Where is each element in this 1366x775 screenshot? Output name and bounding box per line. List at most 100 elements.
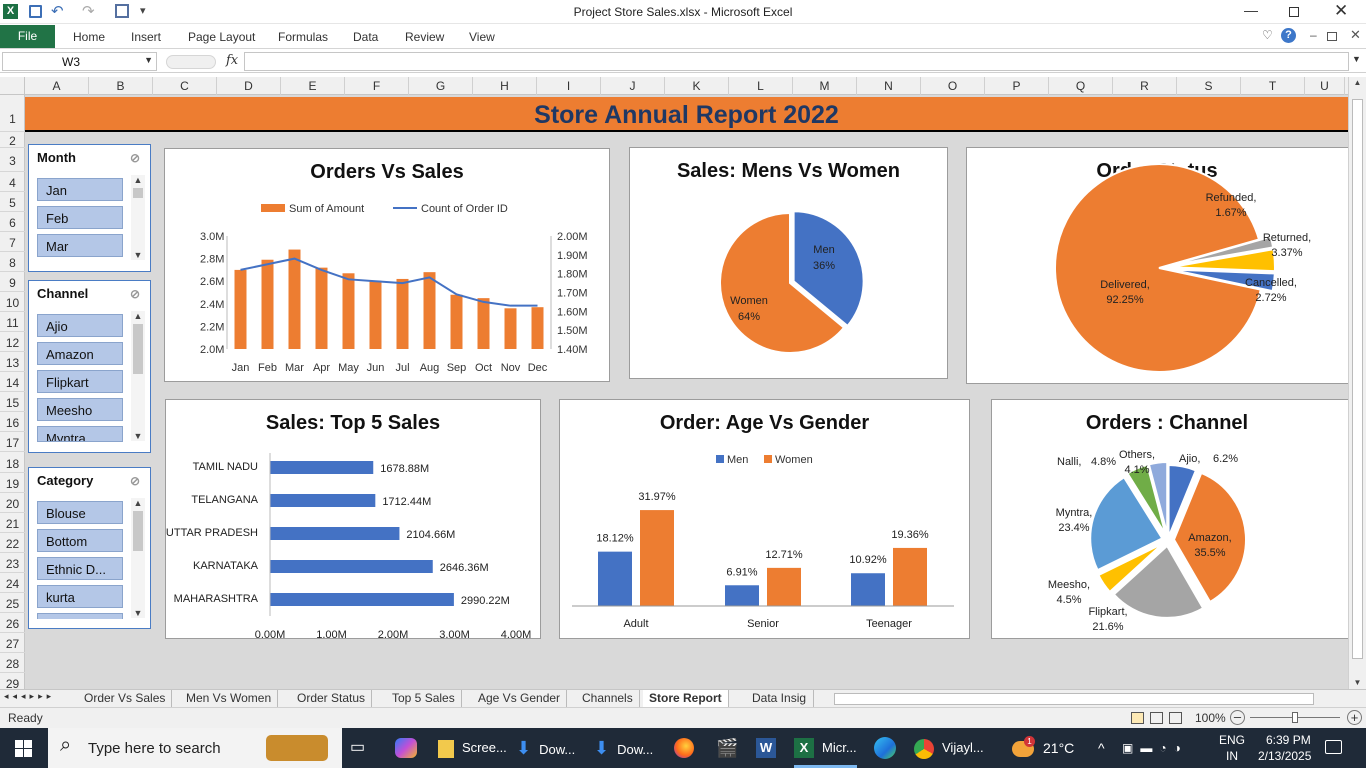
zoom-in-icon[interactable]: + — [1347, 710, 1362, 725]
formula-input[interactable] — [244, 52, 1349, 71]
taskbar-app-chrome[interactable]: Vijayl... — [914, 728, 984, 768]
clear-filter-icon[interactable]: ⊘ — [130, 281, 140, 307]
task-view-icon[interactable]: ▭ — [350, 728, 365, 768]
column-header[interactable]: Q — [1049, 77, 1113, 95]
tray-icons[interactable]: ▣▬◔◑ — [1122, 728, 1188, 768]
age-vs-gender-chart[interactable]: Order: Age Vs Gender Men Women 18.12% 31.… — [559, 399, 970, 639]
select-all-corner[interactable] — [0, 77, 25, 95]
language-in[interactable]: IN — [1226, 749, 1238, 763]
ribbon-collapse-icon[interactable]: ♡ — [1262, 28, 1273, 42]
column-header[interactable]: N — [857, 77, 921, 95]
slicer-item-partial[interactable] — [37, 613, 123, 619]
taskbar-app-downloads-1[interactable]: ⬇ Dow... — [516, 728, 575, 768]
zoom-level[interactable]: 100% — [1195, 711, 1226, 725]
zoom-slider-thumb[interactable] — [1292, 712, 1298, 723]
chevron-down-icon[interactable]: ▼ — [144, 55, 153, 65]
row-header[interactable]: 26 — [0, 613, 25, 633]
taskbar-app-screenshots[interactable]: Scree... — [438, 728, 507, 768]
column-header[interactable]: T — [1241, 77, 1305, 95]
row-header[interactable]: 18 — [0, 452, 25, 473]
top-5-sales-chart[interactable]: Sales: Top 5 Sales TAMIL NADU 1678.88M TEL… — [165, 399, 541, 639]
file-tab[interactable]: File — [0, 25, 55, 48]
workbook-minimize-icon[interactable]: – — [1310, 28, 1317, 42]
column-header[interactable]: P — [985, 77, 1049, 95]
slicer-item-amazon[interactable]: Amazon — [37, 342, 123, 365]
row-header[interactable]: 5 — [0, 192, 25, 212]
row-header[interactable]: 17 — [0, 432, 25, 452]
column-header[interactable]: S — [1177, 77, 1241, 95]
column-header[interactable]: D — [217, 77, 281, 95]
column-header[interactable]: R — [1113, 77, 1177, 95]
column-header[interactable]: J — [601, 77, 665, 95]
slicer-item-flipkart[interactable]: Flipkart — [37, 370, 123, 393]
sheet-tab[interactable]: Top 5 Sales — [386, 690, 462, 707]
row-header[interactable]: 11 — [0, 312, 25, 332]
row-header[interactable]: 16 — [0, 412, 25, 432]
row-header[interactable]: 21 — [0, 513, 25, 533]
clear-filter-icon[interactable]: ⊘ — [130, 145, 140, 171]
row-header[interactable]: 19 — [0, 473, 25, 493]
slicer-item-myntra[interactable]: Myntra — [37, 426, 123, 442]
tab-view[interactable]: View — [469, 30, 495, 44]
word-icon[interactable]: W — [756, 728, 776, 768]
vertical-scrollbar[interactable]: ▲ ▼ — [1348, 77, 1366, 689]
channel-slicer-scrollbar[interactable]: ▲ ▼ — [131, 311, 145, 441]
help-icon[interactable]: ? — [1281, 28, 1296, 43]
order-status-chart[interactable]: Order Status Delivered,92.25%Refunded,1.… — [966, 147, 1348, 384]
restore-icon[interactable] — [1289, 7, 1299, 17]
column-header[interactable]: I — [537, 77, 601, 95]
normal-view-icon[interactable] — [1131, 712, 1144, 724]
taskbar-app-downloads-2[interactable]: ⬇ Dow... — [594, 728, 653, 768]
sheet-tab[interactable]: Data Insig — [746, 690, 814, 707]
copilot-icon[interactable] — [395, 728, 417, 768]
row-header[interactable]: 7 — [0, 232, 25, 252]
clapper-icon[interactable]: 🎬 — [716, 728, 738, 768]
category-slicer-scrollbar[interactable]: ▲ ▼ — [131, 498, 145, 618]
minimize-icon[interactable]: — — [1244, 2, 1258, 18]
expand-formula-icon[interactable]: ▼ — [1352, 54, 1361, 64]
taskbar-search[interactable]: ⌕ Type here to search — [48, 728, 342, 768]
slicer-item-kurta[interactable]: kurta — [37, 585, 123, 608]
slicer-item-jan[interactable]: Jan — [37, 178, 123, 201]
page-layout-view-icon[interactable] — [1150, 712, 1163, 724]
workbook-close-icon[interactable]: ✕ — [1350, 27, 1361, 43]
column-header[interactable]: B — [89, 77, 153, 95]
slicer-item-meesho[interactable]: Meesho — [37, 398, 123, 421]
mens-vs-women-chart[interactable]: Sales: Mens Vs Women Men 36% Women 64% — [629, 147, 948, 379]
orders-vs-sales-chart[interactable]: Orders Vs Sales Sum of Amount Count of O… — [164, 148, 610, 382]
tab-insert[interactable]: Insert — [131, 30, 161, 44]
clock-date[interactable]: 2/13/2025 — [1258, 749, 1311, 763]
close-icon[interactable]: ✕ — [1334, 1, 1348, 21]
row-header[interactable]: 22 — [0, 533, 25, 553]
row-header[interactable]: 25 — [0, 593, 25, 613]
workbook-restore-icon[interactable] — [1327, 32, 1337, 41]
column-header[interactable]: K — [665, 77, 729, 95]
weather-icon[interactable] — [1012, 728, 1034, 768]
column-header[interactable]: M — [793, 77, 857, 95]
sheet-tab[interactable]: Men Vs Women — [180, 690, 278, 707]
sheet-tab[interactable]: Order Vs Sales — [78, 690, 172, 707]
column-header[interactable]: A — [25, 77, 89, 95]
slicer-item-ethnic-dress[interactable]: Ethnic D... — [37, 557, 123, 580]
slicer-item-ajio[interactable]: Ajio — [37, 314, 123, 337]
tab-formulas[interactable]: Formulas — [278, 30, 328, 44]
column-header[interactable]: L — [729, 77, 793, 95]
row-header[interactable]: 15 — [0, 392, 25, 412]
tray-chevron-up-icon[interactable]: ^ — [1098, 728, 1105, 768]
name-box[interactable]: W3 ▼ — [2, 52, 157, 71]
sheet-tab[interactable]: Channels — [576, 690, 640, 707]
horizontal-scrollbar[interactable] — [834, 693, 1314, 705]
column-header[interactable]: O — [921, 77, 985, 95]
column-header[interactable]: C — [153, 77, 217, 95]
slicer-item-mar[interactable]: Mar — [37, 234, 123, 257]
page-break-view-icon[interactable] — [1169, 712, 1182, 724]
sheet-tab[interactable]: Age Vs Gender — [472, 690, 567, 707]
windows-start-icon[interactable] — [15, 740, 32, 757]
temperature[interactable]: 21°C — [1043, 728, 1074, 768]
clock-time[interactable]: 6:39 PM — [1266, 733, 1311, 747]
tab-data[interactable]: Data — [353, 30, 378, 44]
row-header[interactable]: 3 — [0, 148, 25, 172]
row-header[interactable]: 23 — [0, 553, 25, 573]
column-header[interactable]: U — [1305, 77, 1345, 95]
row-header[interactable]: 8 — [0, 252, 25, 272]
